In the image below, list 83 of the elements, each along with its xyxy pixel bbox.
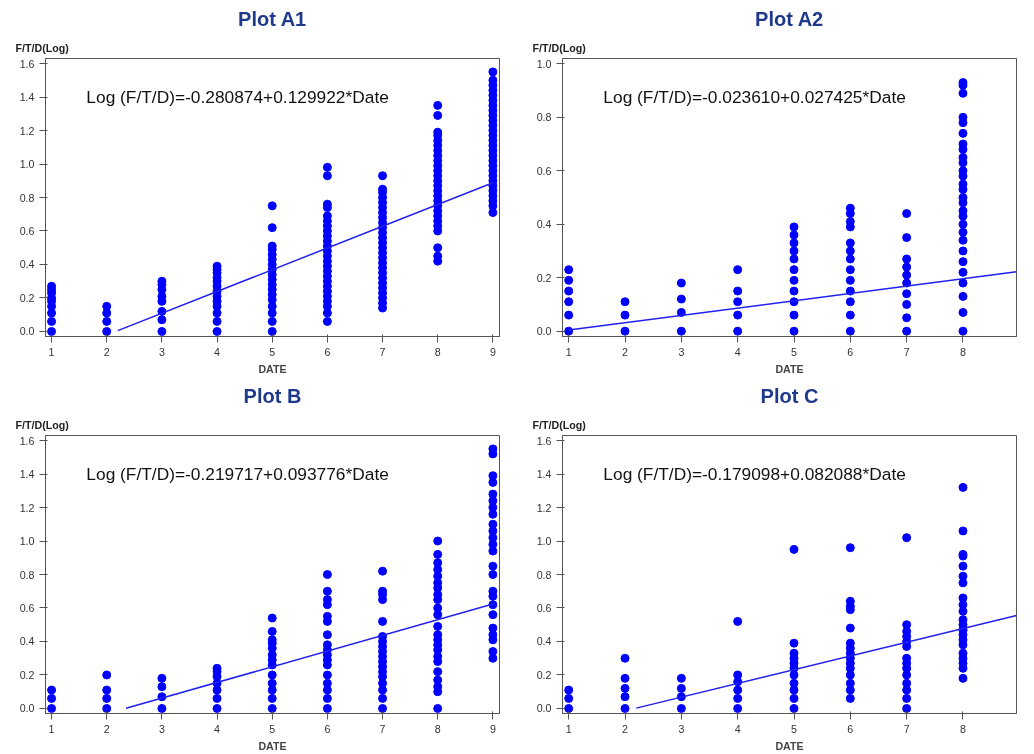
y-tick-label: 1.0 bbox=[536, 57, 552, 70]
y-tick-label: 1.2 bbox=[19, 501, 35, 514]
x-tick-label: 3 bbox=[158, 722, 165, 735]
y-tick-label: 0.2 bbox=[19, 668, 35, 681]
x-tick-label: 2 bbox=[622, 722, 629, 735]
y-tick-label: 1.6 bbox=[19, 57, 35, 70]
y-tick-label: 0.4 bbox=[536, 635, 552, 648]
y-axis-title: F/T/D(Log) bbox=[532, 418, 587, 431]
y-tick-label: 0.4 bbox=[19, 635, 35, 648]
annotation: Log (F/T/D)=-0.280874+0.129922*Date bbox=[86, 87, 389, 108]
x-tick-label: 6 bbox=[324, 345, 331, 358]
x-tick-label: 8 bbox=[434, 345, 441, 358]
y-tick-label: 0.2 bbox=[19, 291, 35, 304]
y-tick-label: 1.2 bbox=[536, 501, 552, 514]
y-tick-label: 1.4 bbox=[536, 468, 552, 481]
y-tick-label: 0.0 bbox=[536, 325, 552, 338]
x-tick-label: 3 bbox=[158, 345, 165, 358]
x-tick-label: 8 bbox=[960, 345, 967, 358]
x-tick-label: 7 bbox=[379, 722, 386, 735]
y-tick-label: 0.0 bbox=[19, 702, 35, 715]
y-tick-label: 0.0 bbox=[19, 325, 35, 338]
chart-title: Plot C bbox=[760, 384, 819, 407]
annotation: Log (F/T/D)=-0.179098+0.082088*Date bbox=[603, 464, 906, 485]
x-tick-label: 2 bbox=[103, 345, 110, 358]
x-axis-title: DATE bbox=[258, 739, 287, 752]
x-tick-label: 6 bbox=[847, 722, 854, 735]
chart-title: Plot B bbox=[243, 384, 302, 407]
x-tick-label: 1 bbox=[565, 722, 572, 735]
y-tick-label: 1.2 bbox=[19, 124, 35, 137]
y-tick-label: 1.0 bbox=[19, 158, 35, 171]
x-tick-label: 6 bbox=[847, 345, 854, 358]
y-tick-label: 0.6 bbox=[19, 224, 35, 237]
x-tick-label: 6 bbox=[324, 722, 331, 735]
x-tick-label: 5 bbox=[791, 345, 798, 358]
x-tick-label: 3 bbox=[678, 345, 685, 358]
x-tick-label: 7 bbox=[379, 345, 386, 358]
x-tick-label: 4 bbox=[214, 722, 221, 735]
y-tick-label: 0.4 bbox=[536, 218, 552, 231]
y-tick-label: 0.8 bbox=[19, 191, 35, 204]
y-tick-label: 1.4 bbox=[19, 468, 35, 481]
x-tick-label: 8 bbox=[434, 722, 441, 735]
chart-title: Plot A1 bbox=[238, 7, 307, 30]
y-tick-label: 0.6 bbox=[536, 164, 552, 177]
annotation: Log (F/T/D)=-0.219717+0.093776*Date bbox=[86, 464, 389, 485]
annotation: Log (F/T/D)=-0.023610+0.027425*Date bbox=[603, 87, 906, 108]
y-tick-label: 0.2 bbox=[536, 271, 552, 284]
y-tick-label: 0.8 bbox=[536, 568, 552, 581]
x-tick-label: 1 bbox=[48, 345, 55, 358]
y-tick-label: 1.0 bbox=[536, 535, 552, 548]
y-tick-label: 0.8 bbox=[19, 568, 35, 581]
x-tick-label: 8 bbox=[960, 722, 967, 735]
x-tick-label: 4 bbox=[734, 722, 741, 735]
y-tick-label: 0.8 bbox=[536, 111, 552, 124]
x-tick-label: 5 bbox=[791, 722, 798, 735]
x-tick-label: 4 bbox=[214, 345, 221, 358]
x-tick-label: 9 bbox=[489, 722, 496, 735]
y-tick-label: 0.2 bbox=[536, 668, 552, 681]
x-tick-label: 9 bbox=[489, 345, 496, 358]
x-axis-title: DATE bbox=[258, 362, 287, 375]
y-tick-label: 1.6 bbox=[536, 434, 552, 447]
x-axis-title: DATE bbox=[775, 739, 804, 752]
x-tick-label: 2 bbox=[103, 722, 110, 735]
x-tick-label: 7 bbox=[903, 722, 910, 735]
x-tick-label: 2 bbox=[622, 345, 629, 358]
chart-title: Plot A2 bbox=[755, 7, 824, 30]
x-tick-label: 5 bbox=[269, 722, 276, 735]
x-tick-label: 4 bbox=[734, 345, 741, 358]
y-tick-label: 0.4 bbox=[19, 258, 35, 271]
y-tick-label: 0.6 bbox=[536, 601, 552, 614]
x-tick-label: 1 bbox=[565, 345, 572, 358]
y-axis-title: F/T/D(Log) bbox=[15, 418, 70, 431]
y-tick-label: 1.0 bbox=[19, 535, 35, 548]
x-tick-label: 5 bbox=[269, 345, 276, 358]
y-axis-title: F/T/D(Log) bbox=[15, 41, 70, 54]
x-tick-label: 3 bbox=[678, 722, 685, 735]
y-tick-label: 0.0 bbox=[536, 702, 552, 715]
x-tick-label: 1 bbox=[48, 722, 55, 735]
x-tick-label: 7 bbox=[903, 345, 910, 358]
y-tick-label: 1.6 bbox=[19, 434, 35, 447]
y-tick-label: 1.4 bbox=[19, 91, 35, 104]
x-axis-title: DATE bbox=[775, 362, 804, 375]
y-axis-title: F/T/D(Log) bbox=[532, 41, 587, 54]
y-tick-label: 0.6 bbox=[19, 601, 35, 614]
